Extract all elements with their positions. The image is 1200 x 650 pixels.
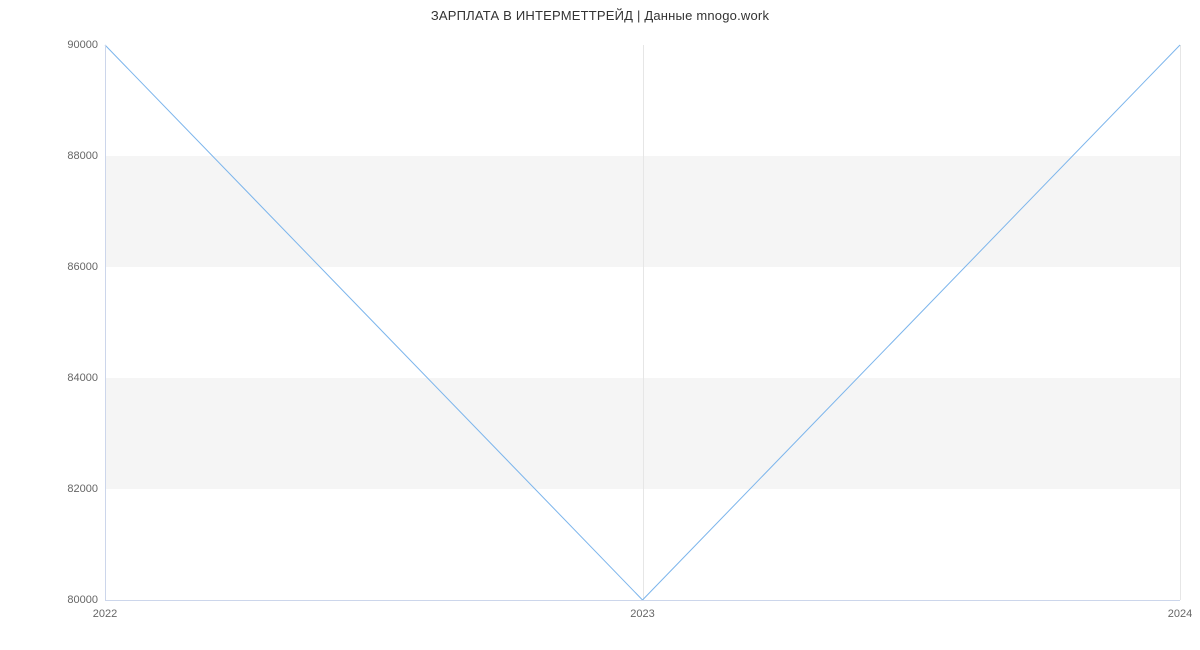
line-series (105, 45, 1180, 600)
x-tick-label: 2022 (93, 608, 117, 620)
plot-area (105, 45, 1180, 600)
x-tick-label: 2023 (630, 608, 654, 620)
y-tick-label: 88000 (67, 150, 98, 162)
y-tick-label: 86000 (67, 261, 98, 273)
x-tick-label: 2024 (1168, 608, 1192, 620)
y-tick-label: 90000 (67, 39, 98, 51)
y-tick-label: 80000 (67, 594, 98, 606)
y-axis-line (105, 45, 106, 600)
y-tick-label: 82000 (67, 483, 98, 495)
y-tick-label: 84000 (67, 372, 98, 384)
x-axis-line (105, 600, 1180, 601)
x-grid-line (1180, 45, 1181, 600)
chart-title: ЗАРПЛАТА В ИНТЕРМЕТТРЕЙД | Данные mnogo.… (0, 8, 1200, 23)
salary-chart: ЗАРПЛАТА В ИНТЕРМЕТТРЕЙД | Данные mnogo.… (0, 0, 1200, 650)
